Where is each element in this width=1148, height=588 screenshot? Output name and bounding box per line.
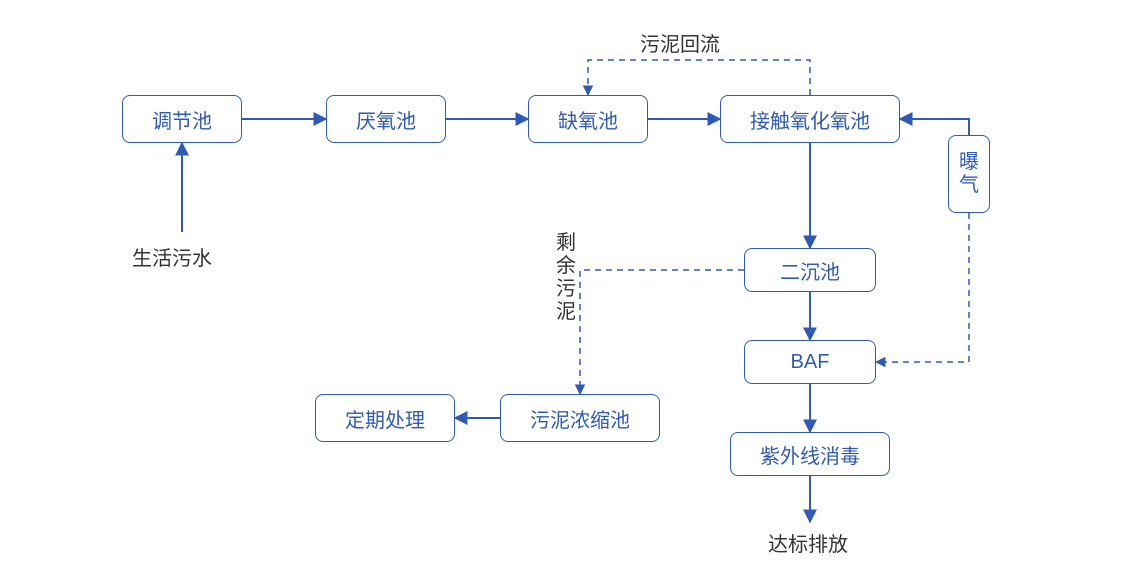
label-shengyu: 剩 余 污 泥: [556, 232, 576, 324]
node-label: 二沉池: [780, 256, 840, 285]
node-yanyang: 厌氧池: [326, 95, 446, 143]
node-queyang: 缺氧池: [528, 95, 648, 143]
v-char: 剩: [556, 232, 576, 255]
node-baf: BAF: [744, 340, 876, 384]
node-label: 定期处理: [345, 404, 425, 433]
label-text: 达标排放: [768, 528, 848, 557]
label-text: 生活污水: [132, 242, 212, 271]
label-wunihuiliu: 污泥回流: [640, 28, 720, 57]
node-dingqi: 定期处理: [315, 394, 455, 442]
node-label: 缺氧池: [558, 105, 618, 134]
v-char: 污: [556, 278, 576, 301]
node-ziwaixian: 紫外线消毒: [730, 432, 890, 476]
v-char: 泥: [556, 301, 576, 324]
node-tiaojie: 调节池: [122, 95, 242, 143]
node-wuninong: 污泥浓缩池: [500, 394, 660, 442]
node-label: 厌氧池: [356, 105, 416, 134]
node-puqi-vlabel: 曝 气: [959, 151, 979, 197]
node-label: BAF: [791, 351, 830, 374]
node-erchen: 二沉池: [744, 248, 876, 292]
label-shenghuo: 生活污水: [132, 242, 212, 271]
v-char: 气: [959, 174, 979, 197]
label-dabiao: 达标排放: [768, 528, 848, 557]
node-label: 调节池: [152, 105, 212, 134]
v-char: 余: [556, 255, 576, 278]
node-jiechu: 接触氧化氧池: [720, 95, 900, 143]
node-puqi: 曝 气: [948, 135, 990, 213]
label-text: 污泥回流: [640, 28, 720, 57]
node-label: 接触氧化氧池: [750, 105, 870, 134]
node-label: 紫外线消毒: [760, 440, 860, 469]
node-label: 污泥浓缩池: [530, 404, 630, 433]
v-char: 曝: [959, 151, 979, 174]
